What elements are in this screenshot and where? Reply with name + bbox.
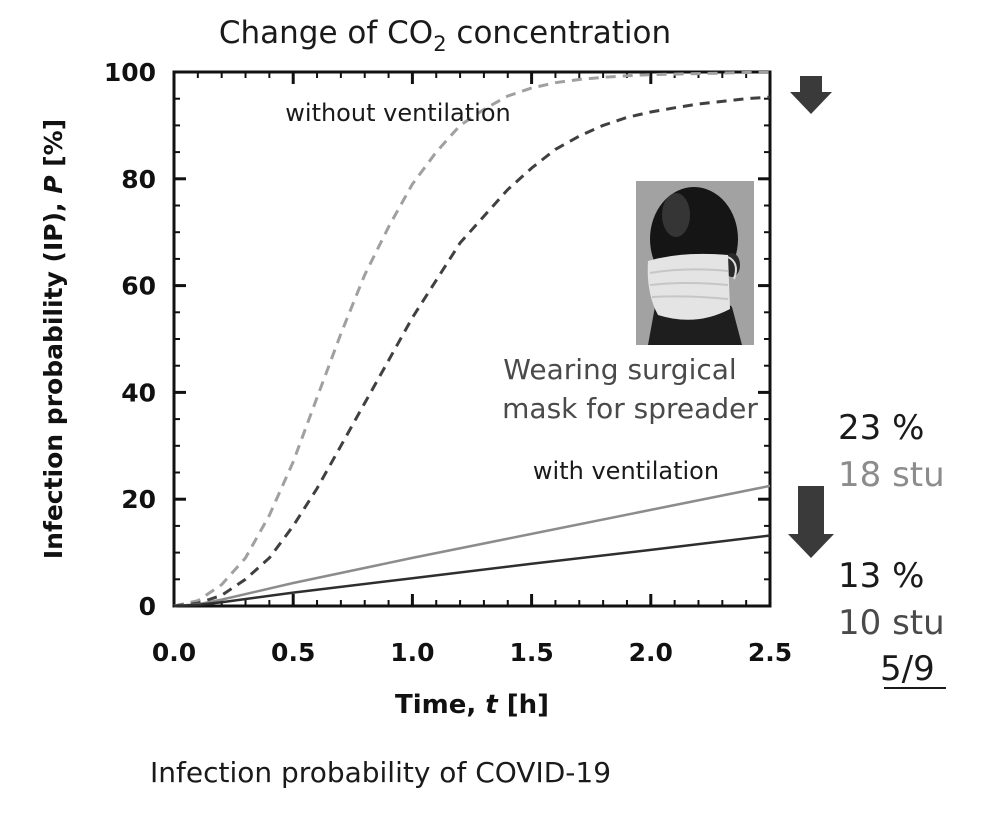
y-tick-label: 20 [121,485,156,514]
axis-ticks: 0 20 40 60 80 100 0.0 0.5 1.0 1.5 2.0 2.5 [104,58,792,667]
without-mask-percent: 23 % [838,408,924,448]
y-tick-label: 100 [104,58,156,87]
mask-label-line2: mask for spreader [502,392,758,425]
series-line-2 [173,95,771,608]
slide-caption: Infection probability of COVID-19 [150,756,611,789]
y-tick-label: 80 [121,165,156,194]
down-arrow-icon-top [790,76,832,114]
y-tick-label: 0 [139,592,156,621]
with-ventilation-label: with ventilation [533,457,719,485]
x-axis-label: Time, t [h] [395,690,549,720]
data-series [173,71,771,608]
with-mask-students: 10 stu [838,603,945,643]
x-tick-label: 1.5 [509,638,553,667]
mannequin-mask-photo [636,181,754,345]
page-number: 5/9 [880,649,935,689]
x-tick-label: 1.0 [390,638,434,667]
y-axis-label: Infection probability (IP), P [%] [39,119,68,559]
without-ventilation-label: without ventilation [285,99,510,127]
x-tick-label: 2.5 [748,638,792,667]
without-mask-students: 18 stu [838,455,945,495]
with-mask-percent: 13 % [838,556,924,596]
mask-label-line1: Wearing surgical [503,353,736,386]
series-line-4 [173,534,771,608]
y-tick-label: 60 [121,272,156,301]
down-arrow-icon-bottom [788,486,834,558]
x-tick-label: 2.0 [629,638,673,667]
x-tick-label: 0.5 [271,638,315,667]
slide-title: Change of CO2 concentration [219,15,671,56]
y-tick-label: 40 [121,378,156,407]
x-tick-label: 0.0 [152,638,196,667]
